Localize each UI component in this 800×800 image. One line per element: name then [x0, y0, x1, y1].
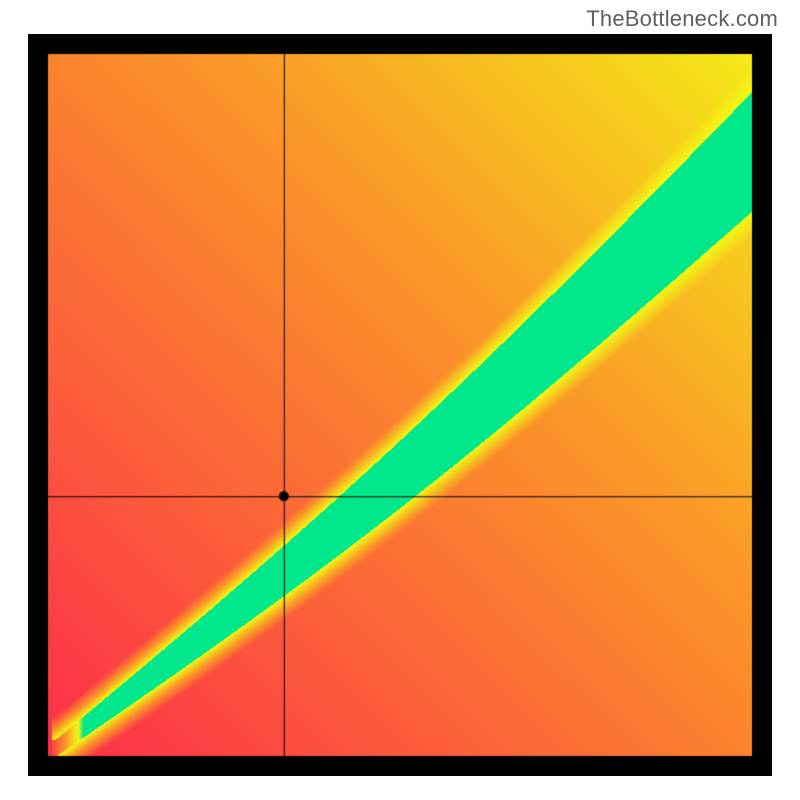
chart-frame	[28, 34, 772, 776]
image-root: TheBottleneck.com	[0, 0, 800, 800]
watermark-text: TheBottleneck.com	[586, 6, 778, 32]
heatmap-canvas	[28, 34, 772, 776]
